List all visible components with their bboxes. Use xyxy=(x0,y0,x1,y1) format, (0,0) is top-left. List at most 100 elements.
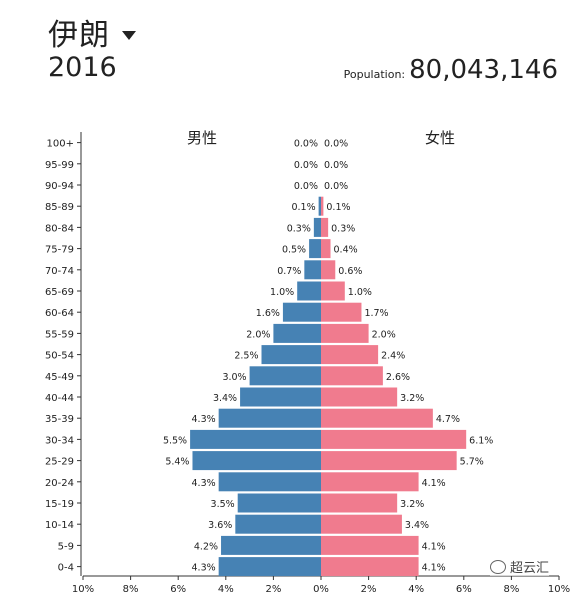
female-bar xyxy=(321,451,457,471)
female-value-label: 0.1% xyxy=(326,202,350,213)
age-group-label: 50-54 xyxy=(45,351,74,362)
x-tick-label: 10% xyxy=(72,584,94,595)
age-group-label: 30-34 xyxy=(45,435,74,446)
male-value-label: 3.6% xyxy=(208,520,232,531)
male-bar xyxy=(273,323,321,343)
male-bar xyxy=(218,472,321,492)
dropdown-caret-icon[interactable] xyxy=(122,30,136,40)
male-value-label: 1.0% xyxy=(270,287,294,298)
female-bar xyxy=(321,323,369,343)
male-value-label: 4.2% xyxy=(194,541,218,552)
male-value-label: 0.0% xyxy=(294,139,318,150)
male-value-label: 4.3% xyxy=(192,478,216,489)
age-group-label: 35-39 xyxy=(45,414,74,425)
x-tick-label: 2% xyxy=(265,584,281,595)
x-tick-label: 4% xyxy=(408,584,424,595)
male-bar xyxy=(192,451,321,471)
male-bar xyxy=(237,493,321,513)
male-bar xyxy=(190,429,321,449)
female-value-label: 3.2% xyxy=(400,499,424,510)
female-value-label: 5.7% xyxy=(460,457,484,468)
x-tick-label: 6% xyxy=(456,584,472,595)
wechat-icon xyxy=(490,559,506,574)
female-bar xyxy=(321,557,419,577)
age-group-label: 100+ xyxy=(47,139,74,150)
age-group-label: 10-14 xyxy=(45,520,74,531)
male-bar xyxy=(313,217,321,237)
x-tick-label: 6% xyxy=(170,584,186,595)
population-display: Population: 80,043,146 xyxy=(344,55,558,85)
x-tick-label: 8% xyxy=(123,584,139,595)
female-value-label: 1.7% xyxy=(364,308,388,319)
male-value-label: 0.0% xyxy=(294,160,318,171)
population-value: 80,043,146 xyxy=(409,55,558,85)
male-bar xyxy=(297,281,321,301)
female-value-label: 2.6% xyxy=(386,372,410,383)
female-bar xyxy=(321,217,329,237)
age-group-label: 95-99 xyxy=(45,160,74,171)
x-tick-label: 4% xyxy=(218,584,234,595)
male-value-label: 4.3% xyxy=(192,414,216,425)
male-value-label: 5.4% xyxy=(165,457,189,468)
male-value-label: 1.6% xyxy=(256,308,280,319)
male-value-label: 4.3% xyxy=(192,563,216,574)
male-value-label: 0.5% xyxy=(282,245,306,256)
x-tick-label: 0% xyxy=(313,584,329,595)
female-value-label: 0.0% xyxy=(324,181,348,192)
female-value-label: 6.1% xyxy=(469,435,493,446)
female-value-label: 4.1% xyxy=(422,563,446,574)
age-group-label: 80-84 xyxy=(45,223,74,234)
female-value-label: 4.1% xyxy=(422,541,446,552)
female-bar xyxy=(321,429,467,449)
male-value-label: 0.1% xyxy=(291,202,315,213)
male-value-label: 0.7% xyxy=(277,266,301,277)
male-bar xyxy=(261,345,321,365)
male-bar xyxy=(218,557,321,577)
female-value-label: 0.4% xyxy=(334,245,358,256)
male-bar xyxy=(282,302,321,322)
age-group-label: 5-9 xyxy=(58,541,74,552)
male-value-label: 3.4% xyxy=(213,393,237,404)
female-value-label: 3.2% xyxy=(400,393,424,404)
age-group-label: 40-44 xyxy=(45,393,74,404)
female-value-label: 4.1% xyxy=(422,478,446,489)
male-value-label: 2.5% xyxy=(234,351,258,362)
population-label: Population: xyxy=(343,68,406,81)
watermark-text: 超云汇 xyxy=(510,561,550,576)
age-group-label: 85-89 xyxy=(45,202,74,213)
female-bar xyxy=(321,472,419,492)
male-bar xyxy=(221,535,321,555)
age-group-label: 15-19 xyxy=(45,499,74,510)
year-label: 2016 xyxy=(48,52,117,83)
female-value-label: 2.4% xyxy=(381,351,405,362)
female-value-label: 1.0% xyxy=(348,287,372,298)
female-bar xyxy=(321,281,345,301)
country-selector[interactable]: 伊朗 xyxy=(48,10,136,54)
female-series-label: 女性 xyxy=(425,129,455,147)
age-group-label: 0-4 xyxy=(58,563,74,574)
age-group-label: 55-59 xyxy=(45,329,74,340)
male-value-label: 0.0% xyxy=(294,181,318,192)
male-value-label: 3.0% xyxy=(222,372,246,383)
female-bar xyxy=(321,408,433,428)
female-bar xyxy=(321,260,336,280)
watermark: 超云汇 xyxy=(490,557,550,576)
female-bar xyxy=(321,345,379,365)
female-value-label: 0.0% xyxy=(324,139,348,150)
male-bar xyxy=(218,408,321,428)
male-bar xyxy=(240,387,321,407)
age-group-label: 45-49 xyxy=(45,372,74,383)
age-group-label: 20-24 xyxy=(45,478,74,489)
female-bar xyxy=(321,535,419,555)
male-value-label: 0.3% xyxy=(287,223,311,234)
age-group-label: 25-29 xyxy=(45,457,74,468)
male-bar xyxy=(235,514,321,534)
age-group-label: 65-69 xyxy=(45,287,74,298)
female-bar xyxy=(321,387,398,407)
female-bar xyxy=(321,514,402,534)
x-tick-label: 8% xyxy=(503,584,519,595)
female-value-label: 2.0% xyxy=(372,329,396,340)
female-value-label: 0.6% xyxy=(338,266,362,277)
male-value-label: 3.5% xyxy=(211,499,235,510)
